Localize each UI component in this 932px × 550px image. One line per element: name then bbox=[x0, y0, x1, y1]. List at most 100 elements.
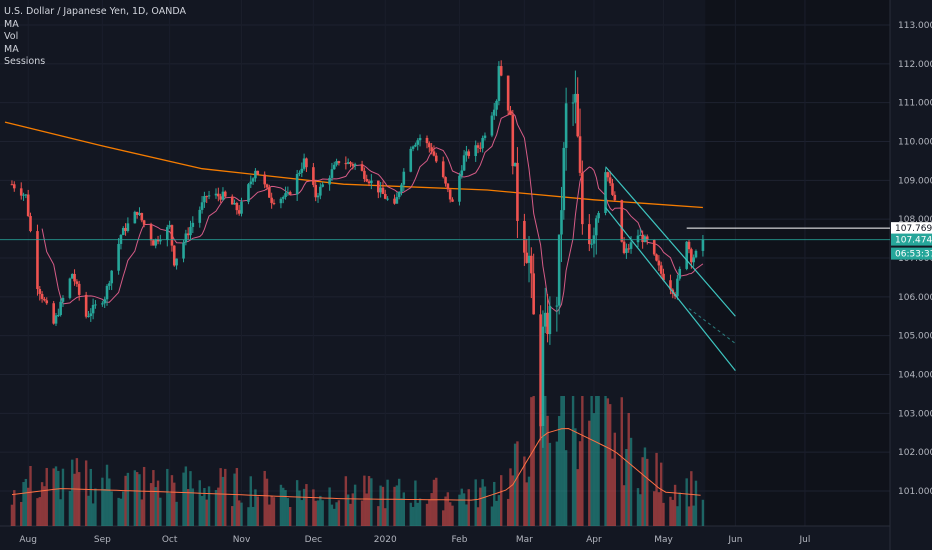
candle-body bbox=[247, 184, 250, 202]
candle-body bbox=[446, 183, 450, 190]
volume-bar bbox=[379, 485, 382, 526]
volume-bar bbox=[142, 466, 146, 526]
candle-body bbox=[395, 197, 399, 204]
candle-body bbox=[221, 191, 225, 200]
candle-body bbox=[444, 177, 447, 184]
candle-body bbox=[555, 305, 559, 307]
candle-body bbox=[495, 100, 498, 110]
volume-bar bbox=[235, 467, 239, 526]
volume-bar bbox=[446, 492, 450, 526]
candle-body bbox=[59, 301, 62, 315]
candle-body bbox=[613, 194, 617, 201]
candle-body bbox=[546, 312, 549, 335]
candle-body bbox=[305, 158, 308, 168]
volume-bar bbox=[87, 495, 90, 526]
candle-body bbox=[207, 195, 211, 197]
volume-bar bbox=[175, 501, 178, 526]
volume-bar bbox=[298, 490, 301, 526]
volume-bar bbox=[499, 475, 503, 526]
candle-body bbox=[152, 240, 155, 246]
volume-bar bbox=[588, 420, 591, 526]
volume-bar bbox=[400, 498, 403, 526]
volume-bar bbox=[530, 397, 533, 526]
volume-bar bbox=[546, 415, 549, 526]
channel-line bbox=[605, 166, 736, 317]
volume-bar bbox=[231, 506, 234, 526]
candle-body bbox=[108, 283, 111, 286]
volume-bar bbox=[38, 497, 41, 526]
candle-body bbox=[411, 146, 415, 149]
volume-bar bbox=[135, 472, 139, 526]
candle-body bbox=[191, 222, 195, 227]
candle-body bbox=[530, 255, 533, 274]
volume-bar bbox=[564, 450, 568, 526]
volume-bar bbox=[321, 500, 324, 526]
volume-bar bbox=[337, 500, 341, 526]
indicator-ma-1[interactable]: MA bbox=[4, 18, 19, 30]
volume-bar bbox=[592, 413, 596, 526]
candle-body bbox=[214, 193, 218, 196]
volume-bar bbox=[460, 488, 463, 526]
indicator-ma-2[interactable]: MA bbox=[4, 43, 19, 55]
candle-body bbox=[312, 167, 315, 185]
y-tick-label: 109.000 bbox=[898, 176, 932, 186]
candle-body bbox=[690, 249, 693, 263]
candle-body bbox=[636, 235, 640, 243]
y-tick-label: 112.000 bbox=[898, 60, 932, 70]
x-tick-label: Aug bbox=[19, 535, 37, 545]
volume-bar bbox=[335, 502, 338, 526]
volume-bar bbox=[219, 468, 222, 526]
volume-bar bbox=[377, 506, 380, 526]
volume-bar bbox=[103, 488, 106, 526]
candle-body bbox=[91, 304, 95, 314]
candle-body bbox=[268, 187, 271, 198]
candle-body bbox=[541, 326, 545, 427]
candle-body bbox=[490, 115, 494, 136]
candle-body bbox=[669, 280, 672, 290]
volume-bar bbox=[483, 486, 487, 526]
volume-bar bbox=[606, 398, 610, 526]
volume-bar bbox=[690, 471, 693, 526]
x-tick-label: May bbox=[654, 535, 673, 545]
volume-bar bbox=[314, 500, 317, 526]
candle-body bbox=[483, 135, 487, 138]
candle-body bbox=[655, 254, 658, 261]
volume-bar bbox=[295, 480, 299, 526]
volume-bar bbox=[701, 499, 705, 526]
candle-body bbox=[217, 193, 220, 197]
indicator-sessions[interactable]: Sessions bbox=[4, 56, 46, 67]
volume-bar bbox=[625, 448, 628, 526]
volume-bar bbox=[54, 466, 58, 526]
volume-bar bbox=[300, 500, 303, 526]
volume-bar bbox=[186, 489, 190, 526]
volume-bar bbox=[156, 480, 160, 526]
volume-bar bbox=[655, 452, 658, 526]
candle-body bbox=[26, 194, 30, 216]
volume-bar bbox=[256, 496, 259, 526]
candle-body bbox=[295, 173, 299, 195]
volume-bar bbox=[221, 476, 225, 526]
volume-bar bbox=[270, 495, 273, 526]
indicator-vol[interactable]: Vol bbox=[4, 31, 19, 42]
x-tick-label: Feb bbox=[451, 535, 467, 545]
candle-body bbox=[94, 304, 97, 306]
volume-bar bbox=[511, 475, 514, 526]
volume-bar bbox=[678, 492, 681, 526]
future-region bbox=[705, 0, 890, 526]
volume-bar bbox=[249, 476, 252, 526]
candle-body bbox=[676, 278, 679, 297]
volume-bar bbox=[13, 490, 16, 526]
candle-body bbox=[414, 144, 417, 147]
candle-body bbox=[288, 192, 292, 195]
volume-bar bbox=[397, 478, 401, 526]
candle-body bbox=[186, 233, 190, 236]
candle-body bbox=[203, 196, 206, 203]
candle-body bbox=[319, 186, 322, 196]
candle-body bbox=[159, 240, 162, 242]
volume-bar bbox=[182, 472, 185, 526]
candle-body bbox=[516, 162, 519, 221]
candle-body bbox=[70, 273, 74, 279]
candle-body bbox=[249, 181, 253, 185]
volume-bar bbox=[152, 470, 155, 526]
